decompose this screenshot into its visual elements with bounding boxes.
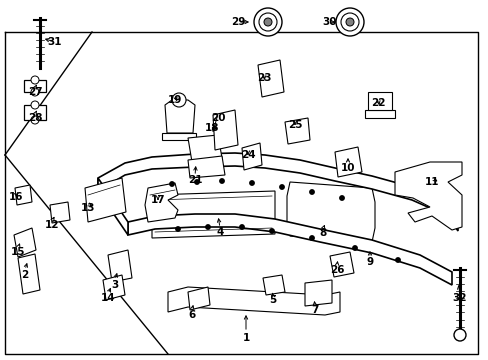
Circle shape bbox=[172, 93, 185, 107]
Polygon shape bbox=[394, 162, 461, 230]
Text: 10: 10 bbox=[340, 163, 354, 173]
Polygon shape bbox=[98, 153, 457, 231]
Polygon shape bbox=[50, 202, 70, 223]
Circle shape bbox=[352, 246, 356, 250]
Polygon shape bbox=[168, 287, 339, 315]
Polygon shape bbox=[242, 143, 262, 170]
Polygon shape bbox=[286, 182, 374, 242]
Circle shape bbox=[169, 182, 174, 186]
Polygon shape bbox=[258, 60, 284, 97]
Text: 21: 21 bbox=[187, 175, 202, 185]
Text: 27: 27 bbox=[28, 87, 42, 97]
Text: 22: 22 bbox=[370, 98, 385, 108]
Text: 20: 20 bbox=[210, 113, 225, 123]
Text: 3: 3 bbox=[111, 280, 119, 290]
Text: 32: 32 bbox=[452, 293, 467, 303]
Circle shape bbox=[219, 179, 224, 183]
Polygon shape bbox=[187, 156, 224, 178]
Circle shape bbox=[31, 76, 39, 84]
Text: 9: 9 bbox=[366, 257, 373, 267]
Circle shape bbox=[279, 185, 284, 189]
Text: 28: 28 bbox=[28, 113, 42, 123]
Text: 5: 5 bbox=[269, 295, 276, 305]
Polygon shape bbox=[187, 135, 222, 162]
Polygon shape bbox=[164, 100, 195, 133]
Circle shape bbox=[264, 18, 271, 26]
Polygon shape bbox=[103, 275, 125, 300]
Circle shape bbox=[453, 329, 465, 341]
Circle shape bbox=[31, 88, 39, 96]
Circle shape bbox=[335, 8, 363, 36]
Polygon shape bbox=[18, 254, 40, 294]
Circle shape bbox=[346, 18, 353, 26]
Text: 29: 29 bbox=[230, 17, 244, 27]
Text: 13: 13 bbox=[81, 203, 95, 213]
Polygon shape bbox=[213, 110, 238, 150]
Polygon shape bbox=[14, 228, 36, 257]
Polygon shape bbox=[334, 147, 361, 177]
Polygon shape bbox=[145, 183, 178, 222]
Polygon shape bbox=[367, 92, 391, 110]
Text: 19: 19 bbox=[167, 95, 182, 105]
Polygon shape bbox=[187, 287, 209, 310]
Polygon shape bbox=[364, 110, 394, 118]
Circle shape bbox=[194, 180, 199, 184]
Polygon shape bbox=[108, 250, 132, 282]
Circle shape bbox=[340, 13, 358, 31]
Polygon shape bbox=[305, 280, 331, 306]
Text: 26: 26 bbox=[329, 265, 344, 275]
Text: 16: 16 bbox=[9, 192, 23, 202]
Polygon shape bbox=[85, 178, 126, 222]
Text: 6: 6 bbox=[188, 310, 195, 320]
Circle shape bbox=[253, 8, 282, 36]
Circle shape bbox=[239, 225, 244, 229]
Text: 23: 23 bbox=[256, 73, 271, 83]
Polygon shape bbox=[98, 178, 128, 235]
Circle shape bbox=[176, 227, 180, 231]
Text: 1: 1 bbox=[242, 333, 249, 343]
Text: 4: 4 bbox=[216, 227, 223, 237]
Circle shape bbox=[31, 101, 39, 109]
Text: 15: 15 bbox=[11, 247, 25, 257]
Polygon shape bbox=[263, 275, 285, 295]
Circle shape bbox=[259, 13, 276, 31]
Polygon shape bbox=[128, 214, 451, 285]
Circle shape bbox=[309, 190, 314, 194]
Polygon shape bbox=[285, 118, 309, 144]
Circle shape bbox=[249, 181, 254, 185]
Text: 14: 14 bbox=[101, 293, 115, 303]
Text: 17: 17 bbox=[150, 195, 165, 205]
Text: 18: 18 bbox=[204, 123, 219, 133]
Circle shape bbox=[339, 196, 344, 200]
Polygon shape bbox=[329, 252, 353, 277]
Text: 24: 24 bbox=[240, 150, 255, 160]
Polygon shape bbox=[15, 185, 32, 205]
Circle shape bbox=[395, 258, 399, 262]
Text: 30: 30 bbox=[322, 17, 337, 27]
Text: 11: 11 bbox=[424, 177, 438, 187]
Polygon shape bbox=[162, 133, 196, 140]
Text: 31: 31 bbox=[48, 37, 62, 47]
Circle shape bbox=[31, 116, 39, 124]
Text: 12: 12 bbox=[45, 220, 59, 230]
Text: 8: 8 bbox=[319, 228, 326, 238]
Text: 2: 2 bbox=[21, 270, 29, 280]
Text: 7: 7 bbox=[311, 305, 318, 315]
Polygon shape bbox=[152, 191, 274, 238]
Text: 25: 25 bbox=[287, 120, 302, 130]
Circle shape bbox=[309, 236, 314, 240]
Circle shape bbox=[205, 225, 210, 229]
Circle shape bbox=[269, 229, 274, 233]
Polygon shape bbox=[24, 105, 46, 120]
Polygon shape bbox=[24, 80, 46, 92]
